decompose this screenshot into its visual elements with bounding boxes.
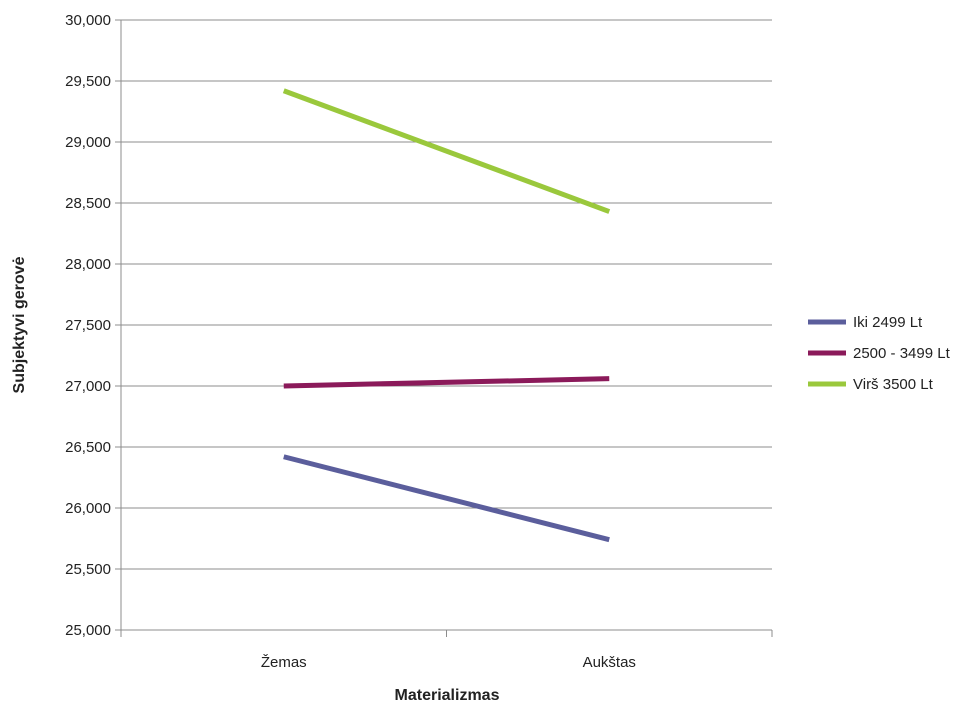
axes: [115, 19, 773, 637]
series-line: [283, 376, 610, 389]
y-tick-label: 29,500: [65, 73, 111, 90]
y-tick-label: 28,000: [65, 256, 111, 273]
y-tick-label: 25,500: [65, 561, 111, 578]
y-tick-label: 28,500: [65, 195, 111, 212]
series-lines: [282, 88, 611, 543]
legend: Iki 2499 Lt 2500 - 3499 Lt Virš 3500 Lt: [808, 314, 951, 393]
x-tick-labels: Žemas Aukštas: [261, 654, 636, 671]
y-tick-label: 29,000: [65, 134, 111, 151]
y-tick-label: 25,000: [65, 622, 111, 639]
y-tick-label: 26,500: [65, 439, 111, 456]
y-tick-label: 26,000: [65, 500, 111, 517]
x-axis-title: Materializmas: [395, 687, 500, 704]
legend-label: Iki 2499 Lt: [853, 314, 923, 331]
x-tick-label: Aukštas: [583, 654, 636, 671]
y-tick-label: 30,000: [65, 12, 111, 29]
y-tick-label: 27,000: [65, 378, 111, 395]
y-tick-label: 27,500: [65, 317, 111, 334]
series-line: [283, 454, 610, 543]
x-tick-label: Žemas: [261, 654, 307, 671]
legend-label: Virš 3500 Lt: [853, 376, 934, 393]
legend-label: 2500 - 3499 Lt: [853, 345, 951, 362]
series-line: [282, 88, 611, 214]
y-tick-labels: 25,000 25,500 26,000 26,500 27,000 27,500 28,0…: [65, 12, 111, 639]
y-axis-title: Subjektyvi gerovė: [11, 256, 28, 393]
gridlines: [121, 19, 772, 570]
